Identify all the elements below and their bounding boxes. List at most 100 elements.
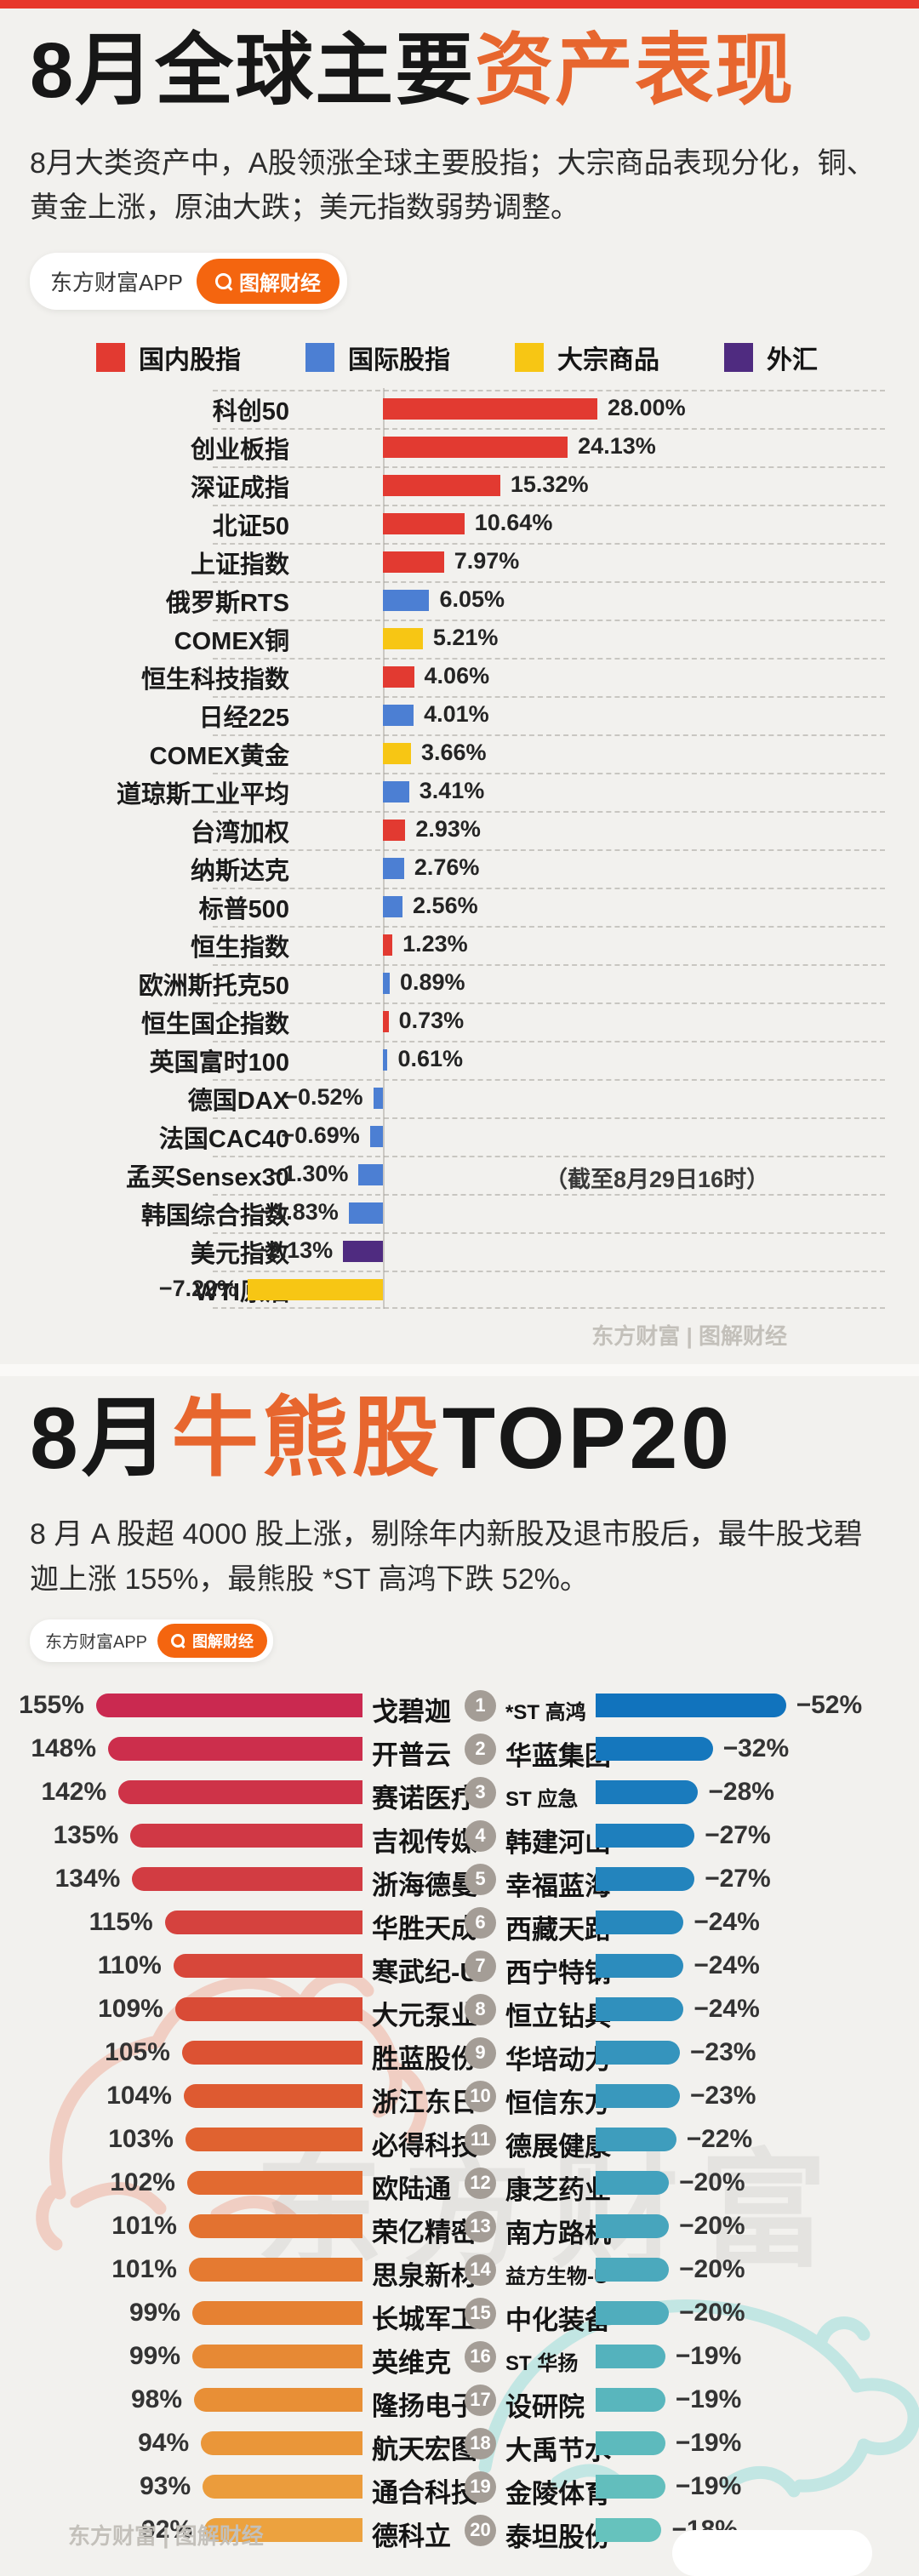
loser-pct: −20% [679,2211,745,2240]
gainer-bar [181,2040,362,2065]
loser-name: 设研院 [505,2391,585,2422]
asset-plot: 28.00% [289,390,889,428]
asset-row: 道琼斯工业平均 3.41% [30,773,889,811]
section1-watermark-credit: 东方财富 | 图解财经 [591,1323,787,1350]
gainer-name: 思泉新材 [372,2260,477,2291]
asset-chart-rows: 科创50 28.00% 创业板指 24.13% 深证成指 15.32% 北证50 10.64%… [30,390,889,1309]
gainer-bar [118,1779,362,1804]
loser-bar [596,1996,684,2021]
loser-pct: −20% [679,2168,745,2196]
asset-value: 15.32% [510,471,589,498]
loser-bar [596,1823,695,1848]
top20-lists: 155% 戈碧迦 148% 开普云 142% 赛诺医疗 135% 吉视传媒 134% 浙海德曼 11… [19,1684,889,2552]
asset-plot: 5.21% [289,620,889,658]
loser-bar [596,2040,680,2065]
asset-plot: −0.52% [284,1079,889,1117]
app-name-label: 东方财富APP [45,1633,148,1652]
asset-bar [383,743,411,765]
asset-value: 5.21% [432,625,499,651]
asset-bar [383,398,597,420]
legend-item: 大宗商品 [515,339,659,376]
asset-plot: 10.64% [289,505,889,543]
gainer-row: 110% 寒武纪-U [30,1945,479,1988]
loser-pct: −23% [689,2081,756,2110]
loser-pct: −19% [675,2385,742,2413]
loser-pct: −19% [675,2471,742,2500]
loser-name: 韩建河山 [505,1827,611,1858]
gainer-bar [95,1693,362,1717]
section1-title: 8月全球主要资产表现 [30,30,889,112]
search-icon [171,1633,186,1648]
asset-label: 标普500 [198,895,289,923]
asset-label: 纳斯达克 [190,857,289,885]
asset-bar [383,437,568,459]
legend-label: 大宗商品 [557,346,659,375]
gainer-row: 109% 大元泵业 [30,1988,477,2031]
loser-pct: −22% [686,2124,753,2153]
asset-row: 深证成指 15.32% [30,466,889,505]
gainer-row: 104% 浙江东日 [30,2075,477,2118]
asset-row: 恒生科技指数 4.06% [30,658,889,696]
gainer-pct: 99% [128,2298,181,2327]
section-global-assets: 8月全球主要资产表现 8月大类资产中，A股领涨全球主要股指；大宗商品表现分化，铜… [0,9,919,1351]
asset-value: −7.22% [158,1276,238,1302]
gainer-bar [130,1823,362,1848]
asset-value: 6.05% [439,586,505,613]
asset-label: 日经225 [198,704,289,732]
asset-plot: −1.83% [260,1194,889,1232]
asset-bar [248,1279,383,1301]
loser-pct: −23% [689,2037,756,2066]
asset-label: 欧洲斯托克50 [138,972,289,1000]
loser-bar [596,2474,665,2499]
legend-label: 国内股指 [139,346,241,375]
asset-plot: 7.97% [289,543,889,581]
rank-badge: 13 [465,2210,496,2242]
loser-row: 13 南方路机 −20% [460,2205,889,2248]
losers-column: 1 *ST 高鸿 −52% 2 华蓝集团 −32% 3 ST 应急 −28% 4 韩建河山 −27% 5… [460,1684,889,2552]
gainer-name: 英维克 [372,2347,451,2378]
gainer-name: 必得科技 [372,2130,477,2161]
asset-plot: 15.32% [289,466,889,505]
rank-badge: 19 [465,2470,496,2503]
loser-row: 5 幸福蓝海 −27% [460,1858,889,1901]
gainer-bar [192,2300,362,2325]
gainer-row: 135% 吉视传媒 [30,1814,477,1858]
gainer-row: 103% 必得科技 [30,2118,477,2162]
asset-bar [358,1164,383,1186]
section-top20: 东方财富 8月牛熊股TOP20 8 月 A 股超 4000 股上涨，剔除年内新股… [0,1376,919,2576]
gainer-pct: 115% [88,1907,153,1936]
section2-title: 8月牛熊股TOP20 [30,1393,889,1483]
section1-title-black: 8月全球主要 [30,27,476,114]
loser-name: 南方路机 [505,2218,611,2248]
loser-row: 14 益方生物-U −20% [460,2248,889,2292]
section2-subtitle: 8 月 A 股超 4000 股上涨，剔除年内新股及退市股后，最牛股戈碧迦上涨 1… [30,1518,863,1596]
column-name-label: 图解财经 [239,272,322,296]
asset-label: 孟买Sensex30 [126,1163,289,1191]
loser-bar [596,2517,662,2542]
app-badge: 东方财富APP 图解财经 [30,253,348,311]
asset-plot: 0.89% [289,964,889,1002]
asset-plot: 24.13% [289,428,889,466]
rank-badge: 14 [465,2253,496,2286]
asset-bar [383,628,423,650]
gainer-pct: 105% [105,2037,170,2066]
rank-badge: 4 [465,1819,496,1852]
section2-title-prefix: 8月 [30,1390,172,1488]
gainer-pct: 93% [140,2471,191,2500]
asset-row: 恒生指数 1.23% [30,926,889,964]
loser-row: 7 西宁特钢 −24% [460,1945,889,1988]
asset-label: 俄罗斯RTS [165,589,289,617]
rank-badge: 18 [465,2427,496,2459]
asset-plot: 1.23% [289,926,889,964]
asset-bar [383,475,500,497]
gainer-row: 99% 长城军工 [30,2292,477,2335]
loser-row: 16 ST 华扬 −19% [460,2335,889,2379]
section2-watermark-credit: 东方财富 | 图解财经 [68,2522,264,2549]
asset-row: 德国DAX −0.52% [30,1079,889,1117]
loser-pct: −27% [705,1864,771,1893]
asset-bar [383,781,409,803]
asset-bar [373,1088,383,1110]
gainer-row: 134% 浙海德曼 [30,1858,477,1901]
gainer-pct: 148% [31,1734,97,1762]
loser-row: 18 大禹节水 −19% [460,2422,889,2465]
